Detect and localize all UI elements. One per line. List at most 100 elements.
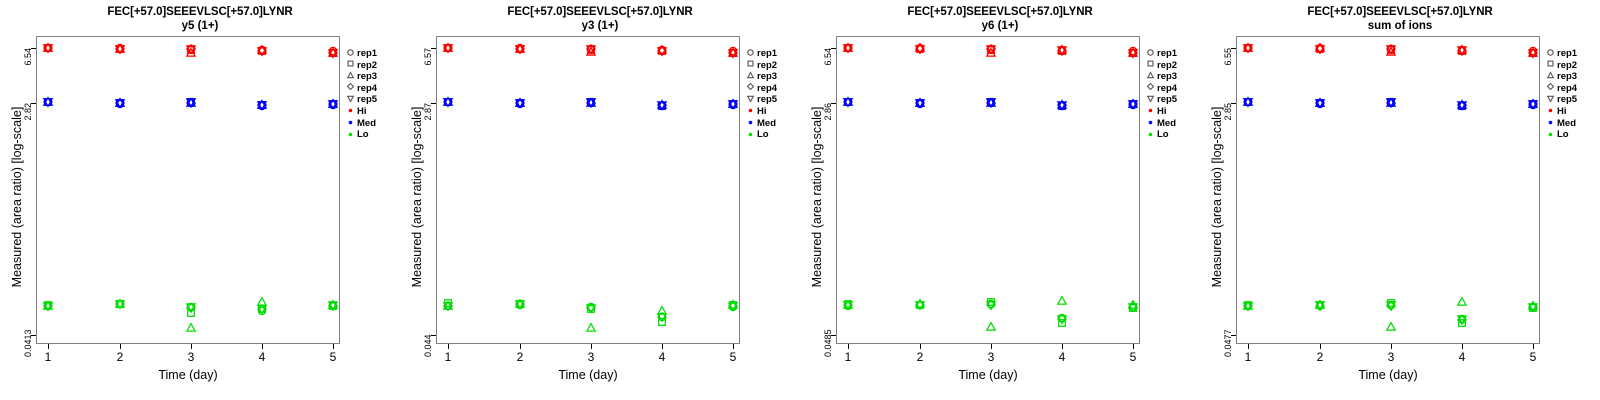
legend-entry-label: rep3 <box>757 71 778 83</box>
legend-entry: Lo <box>1144 129 1200 141</box>
legend-entry-label: rep5 <box>1157 94 1178 106</box>
legend-entry: Lo <box>1544 129 1600 141</box>
legend-entry-label: Hi <box>1157 105 1167 117</box>
x-axis-tick-mark <box>1462 344 1464 349</box>
y-axis-tick-label: 6.57 <box>423 48 433 66</box>
legend-diamond-icon <box>344 81 357 96</box>
x-axis-tick-label: 4 <box>1058 350 1066 364</box>
legend-entry-label: Med <box>757 117 776 129</box>
plot-frame <box>836 36 1140 344</box>
legend-entry: Hi <box>1144 106 1200 118</box>
x-axis-tick-label: 3 <box>987 350 995 364</box>
chart-panel: FEC[+57.0]SEEEVLSC[+57.0]LYNR y6 (1+) Meas… <box>800 0 1200 400</box>
legend-entry-label: Hi <box>757 105 767 117</box>
legend-square-icon <box>344 58 357 73</box>
plot-data-area <box>1236 36 1540 344</box>
legend-entry-label: Lo <box>1557 129 1569 141</box>
x-axis-tick-label: 2 <box>916 350 924 364</box>
legend-entry-label: rep5 <box>1557 94 1578 106</box>
y-axis-tick-mark <box>431 48 436 50</box>
y-axis-tick-label: 0.0477 <box>1223 329 1233 357</box>
legend-entry: Med <box>1544 118 1600 130</box>
x-axis-tick-label: 3 <box>187 350 195 364</box>
x-axis-tick-label: 1 <box>44 350 52 364</box>
x-axis-tick-mark <box>848 344 850 349</box>
y-axis-label: Measured (area ratio) [log-scale] <box>410 106 424 288</box>
legend-entry: Med <box>744 118 800 130</box>
y-axis-tick-label: 6.55 <box>1223 48 1233 66</box>
x-axis-tick-label: 5 <box>1129 350 1137 364</box>
legend-entry-label: Lo <box>1157 129 1169 141</box>
x-axis-tick-label: 5 <box>729 350 737 364</box>
y-axis-tick-label: 6.54 <box>823 48 833 66</box>
legend-entry: rep1 <box>1144 48 1200 60</box>
chart-panel: FEC[+57.0]SEEEVLSC[+57.0]LYNR sum of ions… <box>1200 0 1600 400</box>
y-axis-tick-mark <box>31 103 36 105</box>
legend-entry-label: Lo <box>757 129 769 141</box>
legend-entry: rep1 <box>344 48 400 60</box>
legend-entry: Med <box>344 118 400 130</box>
legend-entry: Hi <box>1544 106 1600 118</box>
legend-entry: rep1 <box>744 48 800 60</box>
x-axis-tick-mark <box>262 344 264 349</box>
x-axis-tick-mark <box>733 344 735 349</box>
legend-entry: rep4 <box>1544 83 1600 95</box>
panel-title: FEC[+57.0]SEEEVLSC[+57.0]LYNR <box>107 6 293 18</box>
chart-legend: rep1 rep2 rep3 rep4 rep5 Hi Med Lo <box>1544 48 1600 141</box>
legend-diamond-icon <box>1544 81 1557 96</box>
panel-subtitle: y3 (1+) <box>581 20 619 32</box>
plot-frame <box>1236 36 1540 344</box>
legend-entry-label: rep2 <box>357 59 378 71</box>
x-axis-tick-mark <box>448 344 450 349</box>
x-axis-tick-label: 2 <box>1316 350 1324 364</box>
x-axis-tick-label: 4 <box>258 350 266 364</box>
panel-title: FEC[+57.0]SEEEVLSC[+57.0]LYNR <box>1307 6 1493 18</box>
legend-entry: rep4 <box>744 83 800 95</box>
x-axis-tick-mark <box>120 344 122 349</box>
legend-entry-label: rep5 <box>357 94 378 106</box>
x-axis-tick-label: 2 <box>516 350 524 364</box>
x-axis-tick-label: 1 <box>444 350 452 364</box>
legend-entry: rep4 <box>344 83 400 95</box>
legend-square-icon <box>1144 58 1157 73</box>
y-axis-tick-mark <box>1231 335 1236 337</box>
x-axis-tick-label: 4 <box>658 350 666 364</box>
legend-entry-label: rep2 <box>1157 59 1178 71</box>
legend-circle-icon <box>344 47 357 62</box>
x-axis-tick-label: 1 <box>844 350 852 364</box>
legend-entry-label: rep3 <box>357 71 378 83</box>
panel-title: FEC[+57.0]SEEEVLSC[+57.0]LYNR <box>507 6 693 18</box>
x-axis-label: Time (day) <box>1358 368 1418 382</box>
y-axis-tick-mark <box>831 103 836 105</box>
chart-legend: rep1 rep2 rep3 rep4 rep5 Hi Med Lo <box>1144 48 1200 141</box>
legend-entry: rep3 <box>744 71 800 83</box>
legend-dot-icon <box>1144 117 1157 130</box>
y-axis-tick-label: 2.87 <box>423 103 433 121</box>
legend-dot-icon <box>744 117 757 130</box>
legend-entry-label: rep3 <box>1557 71 1578 83</box>
legend-entry-label: rep5 <box>757 94 778 106</box>
y-axis-tick-mark <box>431 335 436 337</box>
chart-panel: FEC[+57.0]SEEEVLSC[+57.0]LYNR y3 (1+) Meas… <box>400 0 800 400</box>
x-axis-tick-label: 3 <box>1387 350 1395 364</box>
y-axis-tick-label: 2.82 <box>23 103 33 121</box>
legend-triangle-down-icon <box>1144 93 1157 108</box>
legend-entry-label: rep1 <box>757 48 778 59</box>
legend-circle-icon <box>1544 47 1557 62</box>
x-axis-tick-mark <box>520 344 522 349</box>
legend-entry: Med <box>1144 118 1200 130</box>
legend-entry: rep3 <box>1544 71 1600 83</box>
legend-entry: Hi <box>744 106 800 118</box>
legend-entry-label: rep3 <box>1157 71 1178 83</box>
legend-entry-label: Med <box>1157 117 1176 129</box>
x-axis-label: Time (day) <box>558 368 618 382</box>
legend-entry: rep1 <box>1544 48 1600 60</box>
x-axis-tick-label: 3 <box>587 350 595 364</box>
legend-dot-icon <box>344 129 357 142</box>
legend-dot-icon <box>344 117 357 130</box>
x-axis-tick-mark <box>1533 344 1535 349</box>
legend-dot-icon <box>1544 105 1557 118</box>
plot-frame <box>436 36 740 344</box>
x-axis-tick-label: 5 <box>1529 350 1537 364</box>
